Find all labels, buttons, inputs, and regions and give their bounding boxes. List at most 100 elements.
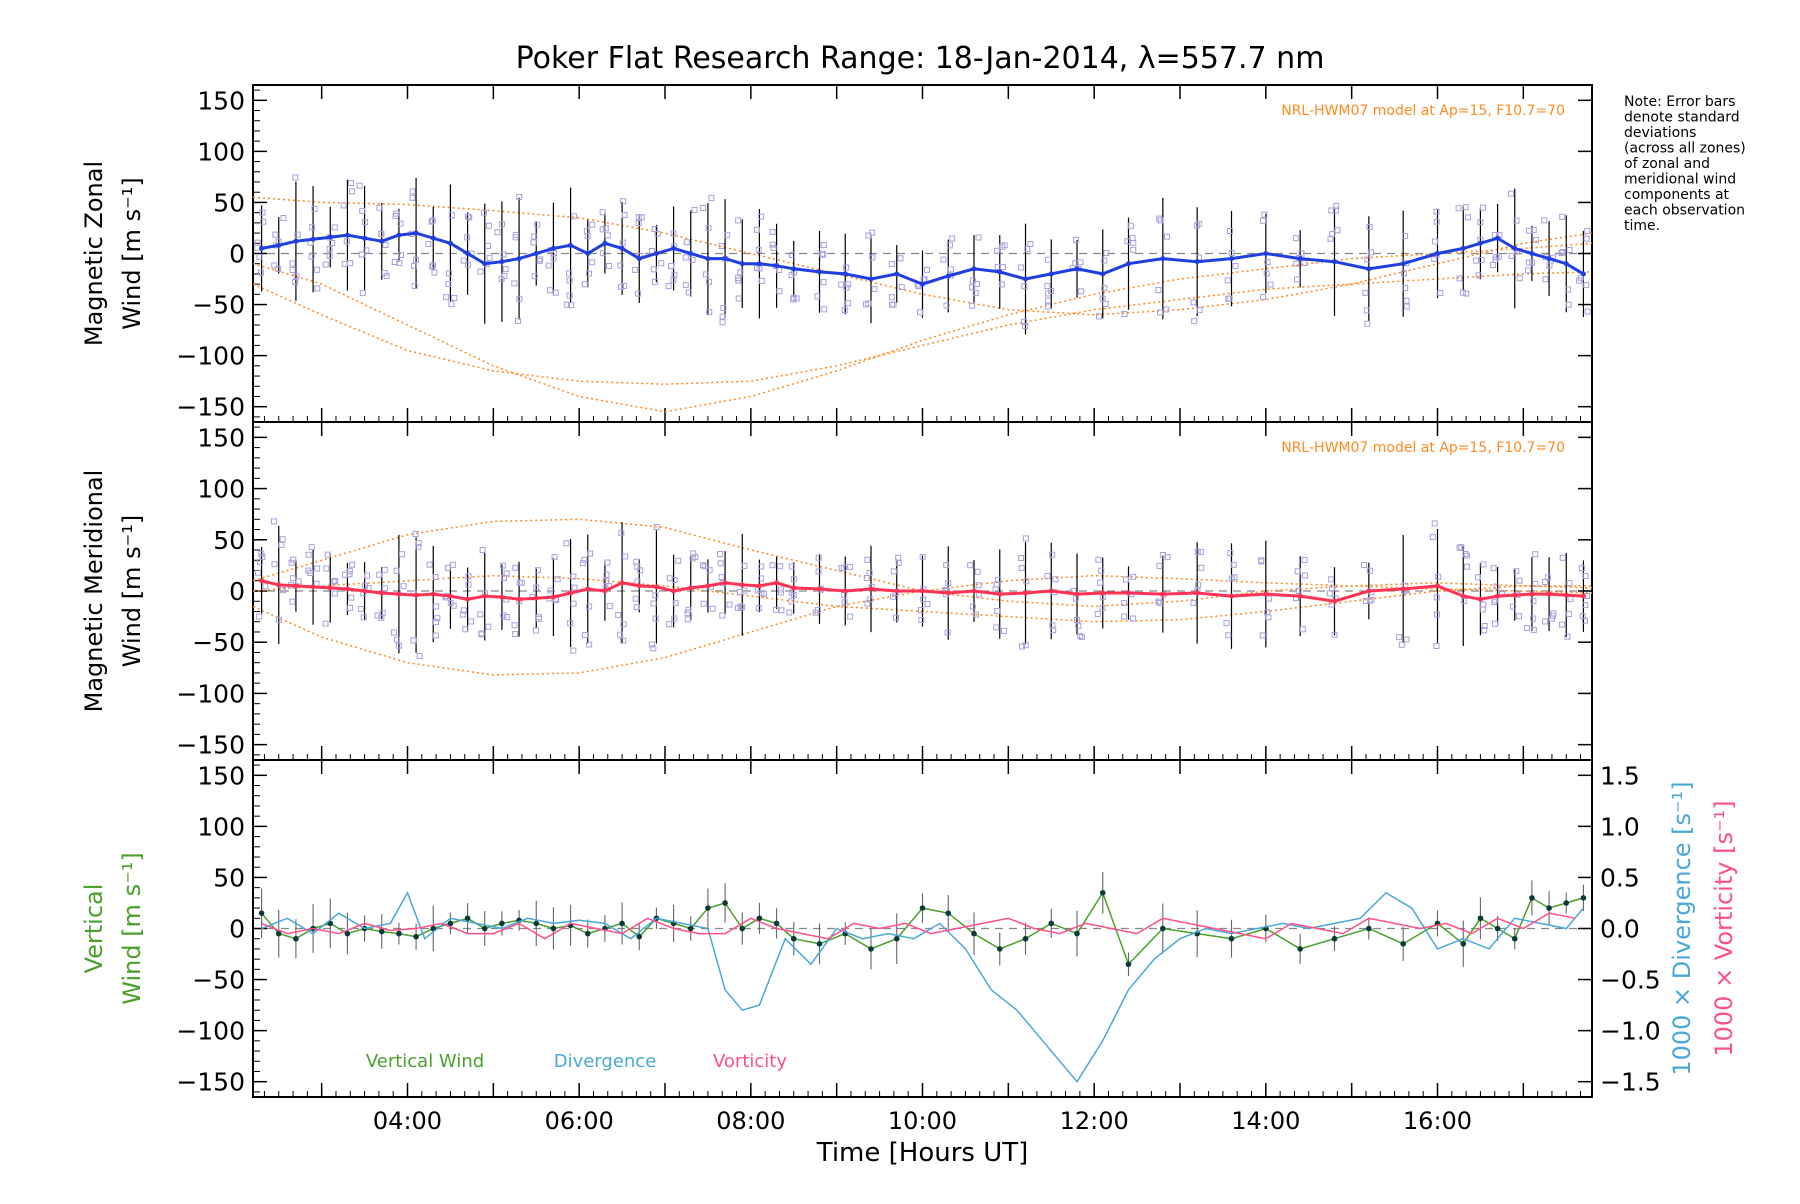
meridional-wind-point	[585, 586, 591, 592]
vertical-wind-point	[1048, 920, 1055, 927]
zone-sample	[460, 257, 467, 264]
zone-sample	[1583, 282, 1590, 289]
zonal-wind-point	[1400, 261, 1406, 267]
zone-sample	[920, 596, 927, 603]
meridional-wind-point	[1074, 591, 1080, 597]
meridional-wind-point	[688, 585, 694, 591]
zone-sample	[1464, 214, 1471, 221]
zone-sample	[448, 212, 455, 219]
zone-sample	[700, 600, 707, 607]
zone-sample	[973, 280, 980, 287]
zone-sample	[1021, 318, 1028, 325]
zonal-wind-point	[430, 235, 436, 241]
zone-sample	[314, 565, 321, 572]
y-tick-label: −100	[176, 1017, 245, 1046]
zone-sample	[1363, 307, 1370, 314]
zone-sample	[671, 615, 678, 622]
meridional-wind-point	[1332, 598, 1337, 604]
zone-sample	[820, 279, 827, 286]
zonal-wind-point	[1074, 266, 1080, 272]
zone-sample	[603, 571, 610, 578]
zone-sample	[429, 263, 436, 270]
zone-sample	[1582, 602, 1589, 609]
zone-sample	[1193, 222, 1200, 229]
zone-sample	[615, 611, 622, 618]
zone-sample	[1260, 217, 1267, 224]
zone-sample	[586, 270, 593, 277]
zone-sample	[778, 607, 785, 614]
vertical-wind-point	[344, 930, 351, 937]
zone-sample	[812, 609, 819, 616]
zone-sample	[790, 576, 797, 583]
zone-sample	[581, 281, 588, 288]
zonal-wind-point	[585, 251, 591, 256]
zone-sample	[865, 300, 872, 307]
zone-sample	[1584, 308, 1591, 315]
zonal-wind-point	[971, 266, 977, 272]
divergence-line	[261, 891, 1584, 1083]
zone-sample	[305, 551, 312, 558]
note-line: meridional wind	[1624, 172, 1736, 188]
meridional-wind-point	[447, 593, 453, 599]
vertical-wind-point	[790, 935, 797, 942]
zone-sample	[1491, 599, 1498, 606]
zone-sample	[465, 581, 472, 588]
zonal-wind-point	[447, 240, 453, 246]
meridional-wind-point	[293, 583, 299, 589]
vertical-wind-point	[1580, 895, 1587, 901]
vertical-wind-point	[971, 930, 977, 937]
zone-sample	[1267, 281, 1274, 288]
zonal-wind-point	[344, 232, 350, 238]
zone-sample	[308, 253, 315, 260]
zone-sample	[1456, 275, 1463, 282]
vertical-wind-point	[1460, 941, 1467, 947]
zone-sample	[1195, 581, 1202, 588]
zone-sample	[347, 604, 354, 611]
zone-sample	[1155, 287, 1162, 294]
zone-sample	[769, 241, 776, 248]
zone-sample	[1495, 253, 1502, 260]
zone-sample	[477, 611, 484, 618]
zone-sample	[1565, 301, 1572, 308]
zone-sample	[1191, 318, 1198, 325]
zone-sample	[665, 283, 672, 290]
zone-sample	[735, 217, 742, 224]
y-axis-label: Magnetic Meridional	[80, 470, 108, 713]
zone-sample	[1120, 600, 1127, 607]
meridional-wind-point	[868, 586, 874, 592]
zone-sample	[753, 226, 760, 233]
zone-sample	[477, 268, 484, 275]
zone-sample	[485, 242, 492, 249]
y-axis-label-vertical: Wind [m s⁻¹]	[118, 852, 146, 1004]
vertical-wind-point	[739, 925, 746, 932]
zone-sample	[567, 620, 574, 627]
zone-sample	[260, 218, 267, 225]
y-tick-label: −100	[176, 679, 245, 708]
zone-sample	[1021, 283, 1028, 290]
zone-sample	[1333, 202, 1340, 209]
zone-sample	[1480, 601, 1487, 608]
zone-sample	[717, 551, 724, 558]
y-tick-label: 100	[197, 812, 245, 841]
zone-sample	[1097, 579, 1104, 586]
zone-sample	[397, 252, 404, 259]
zone-sample	[431, 269, 438, 276]
zone-sample	[331, 590, 338, 597]
zonal-wind-point	[868, 276, 874, 282]
zone-sample	[254, 244, 261, 251]
zonal-wind-point	[688, 251, 694, 256]
meridional-wind-point	[894, 588, 900, 594]
zone-sample	[1433, 218, 1440, 225]
zone-sample	[262, 583, 269, 590]
zone-sample	[1224, 277, 1231, 284]
zone-sample	[1260, 293, 1267, 300]
zone-sample	[1024, 245, 1031, 252]
zone-sample	[432, 632, 439, 639]
meridional-wind-point	[817, 586, 822, 592]
vorticity-line	[261, 912, 1575, 940]
zone-sample	[326, 245, 333, 252]
zone-sample	[843, 264, 850, 271]
zone-sample	[769, 228, 776, 235]
zone-sample	[892, 614, 899, 621]
zone-sample	[566, 277, 573, 284]
